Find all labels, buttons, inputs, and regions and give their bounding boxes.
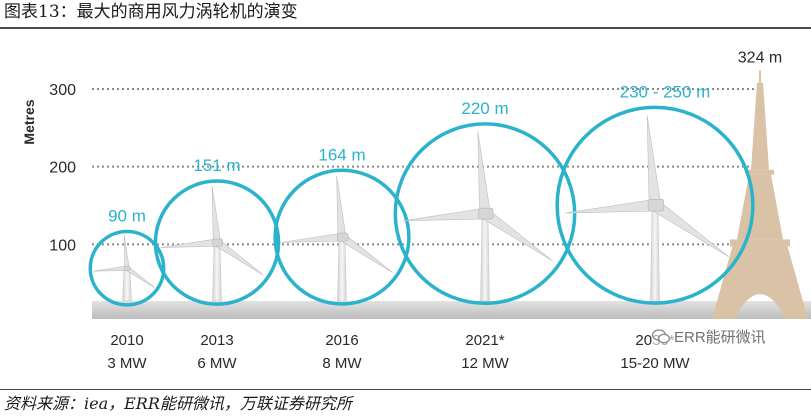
tower-platform-top	[746, 169, 774, 175]
y-axis-label: Metres	[21, 99, 37, 144]
power-label: 6 MW	[197, 355, 237, 372]
rotor-diameter-circle	[153, 179, 281, 306]
turbine-hub	[647, 199, 665, 212]
turbine-hub	[478, 207, 494, 220]
tower-height-label: 324 m	[738, 49, 782, 66]
power-label: 12 MW	[461, 355, 509, 372]
turbine-blade	[565, 199, 656, 214]
turbine-tower	[337, 236, 347, 302]
turbine-tower	[480, 213, 490, 302]
rotor-diameter-circle	[555, 105, 755, 305]
chart-floor	[92, 301, 811, 319]
tower-spire	[751, 82, 769, 170]
y-tick-label: 300	[49, 82, 76, 99]
turbine-blade	[646, 115, 662, 207]
wechat-icon	[652, 329, 670, 344]
year-label: 2016	[325, 332, 358, 349]
turbine-blade	[211, 186, 222, 244]
diameter-label: 151 m	[193, 156, 240, 175]
turbine-blade	[160, 238, 218, 248]
diameter-label: 90 m	[108, 207, 146, 226]
year-label: 2013	[200, 332, 233, 349]
turbine-2013: 151 m	[153, 156, 281, 306]
turbine-blade	[477, 131, 491, 215]
watermark-text: ERR能研微讯	[674, 329, 766, 346]
y-axis: 100 200 300 Metres	[21, 82, 76, 254]
turbine-blade	[280, 232, 343, 243]
eiffel-tower: 324 m	[712, 49, 808, 319]
turbine-blade	[336, 175, 347, 238]
tower-platform-mid	[730, 239, 790, 247]
grid-lines	[92, 88, 760, 246]
rotor-diameter-circle	[273, 168, 411, 306]
rotor-diameter-circle	[88, 229, 166, 307]
turbine-tower	[212, 242, 222, 302]
turbine-blade	[123, 234, 130, 269]
source-divider	[0, 389, 811, 390]
power-label: 8 MW	[322, 355, 362, 372]
turbine-hub	[337, 232, 349, 242]
diameter-label: 220 m	[461, 99, 508, 118]
year-label: 2021*	[465, 332, 504, 349]
rotor-diameter-circle	[393, 122, 577, 306]
turbine-tower	[650, 204, 660, 302]
turbine-hub	[212, 238, 223, 247]
turbine-blade	[93, 265, 128, 272]
floor-band	[92, 301, 811, 319]
turbine-2030: 230 - 250 m	[555, 82, 755, 305]
turbine-2010: 90 m	[88, 207, 166, 307]
turbine-tower	[122, 267, 132, 302]
turbine-2016: 164 m	[273, 145, 411, 306]
watermark: ERR能研微讯	[652, 326, 766, 347]
turbines: 90 m 151 m 164 m 220 m 230 - 250 m	[88, 82, 755, 307]
y-tick-label: 100	[49, 237, 76, 254]
turbine-2021: 220 m	[393, 99, 577, 306]
year-label: 2010	[110, 332, 143, 349]
title-divider	[0, 27, 811, 29]
source-note: 资料来源：iea，ERR能研微讯，万联证券研究所	[4, 394, 352, 413]
diameter-label: 230 - 250 m	[620, 82, 711, 101]
diameter-label: 164 m	[318, 145, 365, 164]
turbine-blade	[402, 207, 486, 222]
power-label: 15-20 MW	[620, 355, 690, 372]
turbine-chart: 100 200 300 Metres 324 m 90 m 151 m 164 m 220 …	[21, 49, 811, 372]
power-label: 3 MW	[107, 355, 147, 372]
tower-middle	[737, 174, 783, 240]
y-tick-label: 200	[49, 160, 76, 177]
turbine-hub	[124, 265, 131, 271]
page-title: 图表13：最大的商用风力涡轮机的演变	[4, 2, 298, 22]
